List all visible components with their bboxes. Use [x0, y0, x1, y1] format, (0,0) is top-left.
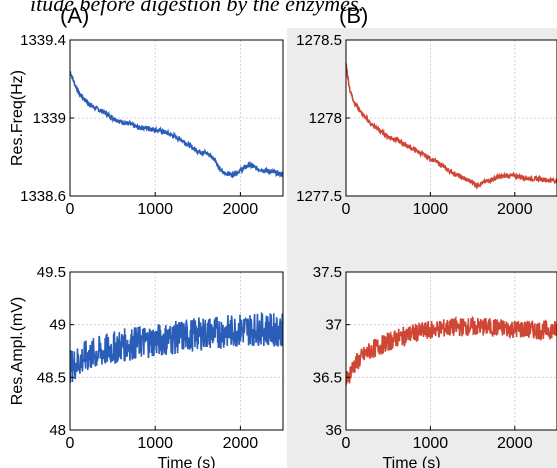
y-axis-label: Res.Ampl.(mV): [9, 297, 26, 405]
plot-frame: [345, 271, 557, 431]
y-tick-label: 1339: [33, 110, 66, 127]
series-line: [70, 70, 283, 179]
series-line: [346, 315, 557, 386]
chart-panel-1: 0 1000 2000 1277.5 1278 1278.5: [296, 32, 557, 218]
y-tick-label: 1278.5: [296, 32, 342, 49]
chart-panel-2: 0 1000 2000 48 48.5 49 49.5 Res.Ampl.(mV) Time (…: [9, 264, 284, 468]
x-axis-label: Time (s): [157, 455, 215, 468]
chart-panel-0: 0 1000 2000 1338.6 1339 1339.4 Res.Freq(Hz): [9, 32, 284, 218]
y-tick-label: 1339.4: [20, 32, 66, 49]
x-tick-label: 2000: [223, 201, 259, 218]
x-tick-label: 1000: [413, 435, 449, 452]
y-tick-label: 36: [325, 422, 342, 439]
x-tick-label: 0: [342, 201, 351, 218]
x-tick-label: 2000: [497, 435, 533, 452]
y-tick-label: 37.5: [313, 264, 342, 281]
y-tick-label: 1278: [309, 110, 342, 127]
x-tick-label: 1000: [137, 435, 173, 452]
series-line: [346, 63, 557, 190]
series-line: [70, 312, 283, 383]
x-tick-label: 1000: [413, 201, 449, 218]
x-tick-label: 0: [342, 435, 351, 452]
y-tick-label: 1338.6: [20, 188, 66, 205]
panel-label-a: (A): [60, 3, 90, 28]
chart-panel-3: 0 1000 2000 36 36.5 37 37.5 Time (s): [313, 264, 557, 468]
y-tick-label: 36.5: [313, 369, 342, 386]
caption-text: itude before digestion by the enzymes.: [30, 0, 364, 16]
y-axis-label: Res.Freq(Hz): [9, 70, 26, 166]
panel-label-b: (B): [339, 3, 369, 28]
y-tick-label: 48.5: [37, 369, 66, 386]
plot-frame: [69, 271, 284, 431]
x-axis-label: Time (s): [382, 455, 440, 468]
x-tick-label: 2000: [497, 201, 533, 218]
x-tick-label: 1000: [137, 201, 173, 218]
y-tick-label: 49.5: [37, 264, 66, 281]
y-tick-label: 48: [49, 422, 66, 439]
x-tick-label: 2000: [223, 435, 259, 452]
y-tick-label: 37: [325, 317, 342, 334]
x-tick-label: 0: [66, 201, 75, 218]
y-tick-label: 1277.5: [296, 188, 342, 205]
y-tick-label: 49: [49, 317, 66, 334]
x-tick-label: 0: [66, 435, 75, 452]
